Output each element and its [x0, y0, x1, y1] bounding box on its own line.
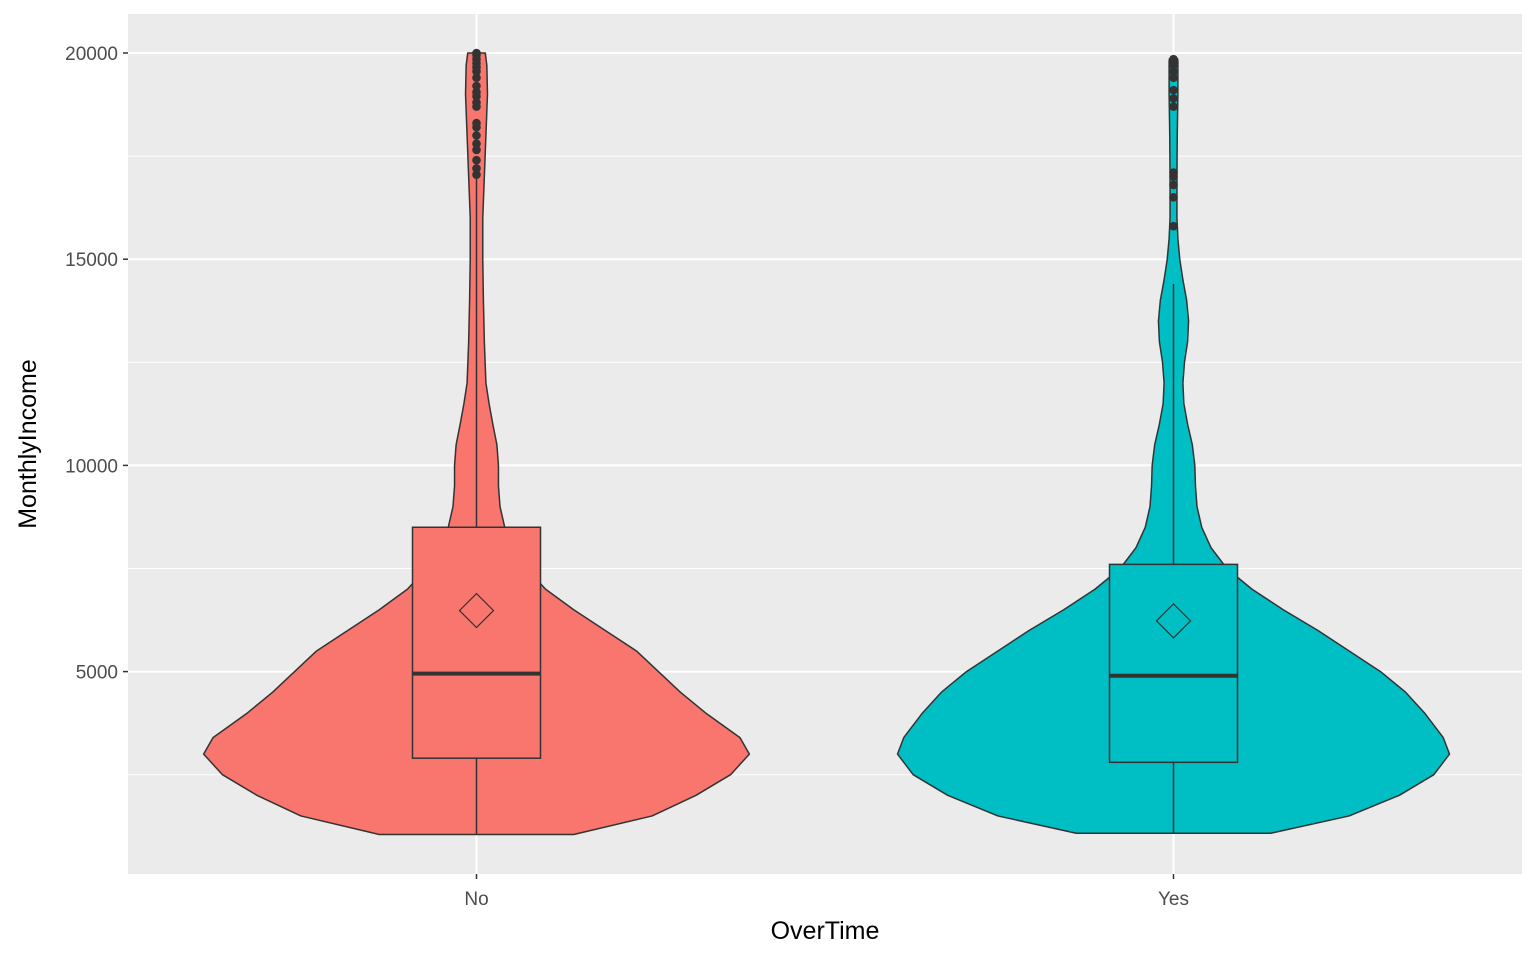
x-tick-label: Yes [1158, 889, 1189, 910]
x-axis-title: OverTime [771, 917, 880, 945]
outlier-point [472, 87, 481, 97]
outlier-point [472, 145, 481, 155]
mean-marker [458, 592, 495, 629]
x-axis: No Yes [464, 874, 1189, 910]
y-tick-label: 10000 [65, 456, 118, 477]
box [411, 526, 542, 759]
y-tick-label: 5000 [76, 663, 118, 684]
outlier-point [1169, 221, 1178, 231]
outlier-point [1169, 67, 1178, 76]
outlier-point [472, 98, 481, 107]
y-axis-title: MonthlyIncome [14, 359, 42, 529]
outlier-point [472, 73, 481, 83]
outlier-point [472, 131, 481, 140]
violins [202, 48, 1451, 836]
outlier-point [472, 164, 481, 173]
outlier-point [472, 48, 481, 58]
outlier-point [1169, 54, 1178, 64]
violin-group-no [202, 48, 751, 836]
box [1108, 563, 1239, 764]
outlier-point [472, 81, 481, 91]
outlier-point [1169, 168, 1178, 177]
y-axis: 5000 10000 15000 20000 [65, 44, 128, 684]
y-tick-label: 15000 [65, 250, 118, 271]
outlier-point [1169, 94, 1178, 103]
outlier-point [472, 155, 481, 165]
outlier-point [1169, 180, 1178, 190]
outlier-point [1169, 193, 1178, 202]
outlier-point [472, 118, 481, 128]
x-tick-label: No [464, 889, 488, 910]
y-tick-label: 20000 [65, 44, 118, 65]
outlier-point [1169, 85, 1178, 95]
outlier-point [1169, 102, 1178, 111]
outlier-point [472, 170, 481, 179]
outlier-point [1169, 73, 1178, 83]
violin-group-yes [896, 54, 1451, 834]
mean-marker [1155, 603, 1192, 639]
outlier-point [472, 139, 481, 149]
